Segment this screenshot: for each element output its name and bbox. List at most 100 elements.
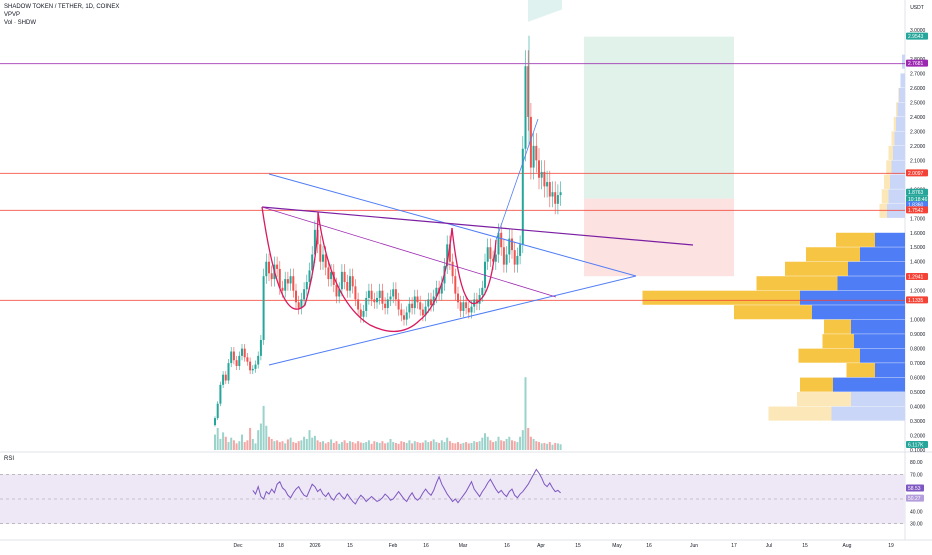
x-tick-label: Mar [459, 543, 468, 549]
candle-body [254, 364, 257, 369]
candle-body [246, 357, 249, 362]
volume-bar [316, 440, 319, 450]
candle-body [259, 339, 262, 356]
volume-bar [259, 423, 262, 450]
rsi-tag-box [906, 484, 924, 492]
volume-bar [313, 435, 316, 450]
candle-body [216, 403, 219, 419]
volume-bar [354, 443, 357, 450]
y-tick-label: 2.5000 [910, 100, 926, 106]
volume-bar [268, 436, 270, 450]
volume-bar [359, 442, 362, 450]
volume-bar [497, 436, 500, 450]
triangle-lower-line [268, 275, 637, 366]
volume-bar [454, 443, 457, 450]
vp-bar-down [824, 319, 851, 334]
x-tick-label: 19 [888, 543, 894, 549]
vp-bar-up [837, 276, 905, 291]
volume-bar [303, 436, 306, 450]
volume-bar [381, 441, 384, 450]
volume-bar [241, 434, 243, 450]
candle-body [292, 276, 295, 291]
volume-bar [322, 441, 324, 450]
volume-bar [400, 441, 403, 450]
candle-body [508, 238, 511, 255]
currency-label: USDT [910, 5, 924, 11]
cup-arc [451, 227, 497, 305]
candle-body [486, 247, 489, 262]
volume-bar [292, 442, 295, 450]
candle-body [230, 351, 233, 364]
vp-bar-up [833, 377, 905, 392]
y-tick-label: 0.6000 [910, 376, 926, 382]
rsi-tick-label: 30.00 [910, 522, 923, 528]
volume-bar [470, 442, 473, 450]
volume-bar [222, 432, 225, 450]
candle-body [284, 279, 287, 291]
volume-bar [486, 436, 489, 450]
vp-bar-up [831, 406, 905, 421]
volume-bar [492, 442, 495, 450]
candle-body [551, 192, 554, 197]
price-tag-box [906, 32, 928, 40]
volume-bar [305, 438, 308, 450]
vp-bar-up [800, 290, 905, 305]
candle-body [276, 264, 279, 269]
x-tick-label: 18 [278, 543, 284, 549]
volume-bar [219, 438, 222, 450]
volume-bar [516, 442, 519, 450]
volume-bar [324, 443, 327, 450]
vp-bar-down [886, 160, 892, 175]
cup-arc [317, 211, 453, 332]
vp-bar-up [875, 232, 905, 247]
y-tick-label: 0.2000 [910, 434, 926, 440]
volume-bar [386, 442, 389, 450]
profit-zone [584, 36, 734, 199]
candle-body [357, 299, 360, 310]
candle-body [227, 363, 230, 381]
vp-bar-down [798, 348, 860, 363]
vp-bar-down [881, 189, 889, 204]
volume-bar [394, 442, 397, 450]
candle-body [295, 290, 297, 303]
candle-body [343, 271, 346, 282]
price-tag-box [906, 169, 928, 177]
candle-body [338, 289, 341, 297]
volume-bar [284, 443, 287, 450]
vp-bar-down [797, 392, 851, 407]
candle-body [235, 360, 238, 366]
y-tick-label: 1.4000 [910, 260, 926, 266]
volume-bar [332, 442, 335, 450]
volume-bar [227, 442, 230, 450]
rsi-tag-label: 58.53 [908, 486, 921, 492]
x-tick-label: Apr [537, 543, 545, 549]
vp-bar-up [851, 392, 905, 407]
y-tick-label: 2.3000 [910, 129, 926, 135]
volume-bar [500, 440, 503, 450]
vp-bar-down [756, 276, 838, 291]
candle-body [308, 270, 311, 282]
candle-body [346, 282, 349, 291]
volume-bar [408, 440, 411, 450]
candle-body [373, 299, 376, 303]
y-tick-label: 2.1000 [910, 158, 926, 164]
candle-body [529, 116, 532, 168]
volume-bar [529, 436, 532, 450]
candle-body [548, 182, 551, 197]
volume-bar [478, 441, 481, 450]
volume-bar [489, 440, 492, 450]
volume-bar [286, 439, 289, 450]
x-tick-label: Dec [234, 543, 243, 549]
volume-bar [438, 442, 441, 450]
volume-bar [430, 441, 432, 450]
candle-body [305, 282, 308, 290]
volume-bar [465, 442, 468, 450]
volume-bar [446, 437, 449, 450]
candle-body [349, 276, 351, 291]
candle-body [232, 351, 235, 361]
volume-bar [392, 442, 395, 450]
candle-body [430, 299, 432, 306]
volume-bar [551, 444, 554, 450]
price-tag-label: 1.8763 [908, 190, 924, 196]
